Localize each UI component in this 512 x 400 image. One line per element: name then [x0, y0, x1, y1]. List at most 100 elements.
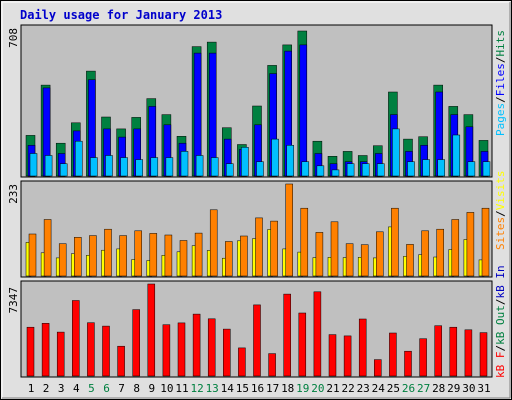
day-label: 5 — [88, 382, 95, 395]
bar-kb-f — [56, 331, 65, 377]
bar-pages — [180, 151, 189, 177]
bar-pages — [165, 157, 174, 177]
day-label: 20 — [311, 382, 324, 395]
bar-sites — [421, 230, 429, 277]
bar-sites — [209, 209, 218, 277]
day-label: 17 — [266, 382, 279, 395]
bar-pages — [407, 161, 415, 177]
bar-kb-f — [253, 304, 261, 377]
day-label: 31 — [477, 382, 490, 395]
day-label: 12 — [190, 382, 203, 395]
bar-kb-f — [207, 318, 216, 377]
bar-kb-f — [464, 329, 473, 377]
bar-files — [299, 44, 308, 177]
bars-layer — [25, 30, 491, 377]
day-label: 24 — [372, 382, 386, 395]
day-label: 23 — [357, 382, 370, 395]
day-label: 19 — [296, 382, 309, 395]
bar-kb-f — [374, 359, 382, 377]
bar-sites — [134, 230, 142, 277]
bar-sites — [285, 183, 293, 277]
day-label: 21 — [326, 382, 339, 395]
bar-pages — [361, 163, 370, 177]
day-label: 14 — [221, 382, 235, 395]
bar-sites — [376, 231, 384, 277]
day-label: 3 — [58, 382, 65, 395]
top-legend: Pages/Files/Hits — [494, 30, 507, 136]
bar-sites — [315, 232, 324, 277]
bar-sites — [149, 233, 158, 277]
bar-kb-f — [147, 283, 156, 377]
bar-pages — [286, 145, 294, 177]
bar-pages — [452, 134, 461, 177]
day-label: 28 — [432, 382, 445, 395]
bar-kb-f — [313, 291, 322, 377]
day-label: 9 — [148, 382, 155, 395]
bar-sites — [58, 243, 67, 277]
bar-kb-f — [419, 338, 427, 377]
bar-pages — [150, 157, 159, 177]
legend-sep-1: / — [494, 96, 507, 103]
bar-kb-f — [298, 312, 307, 377]
legend-sep-5: / — [494, 299, 507, 306]
bar-pages — [29, 153, 38, 177]
day-label: 26 — [402, 382, 415, 395]
bar-pages — [90, 157, 98, 177]
bar-kb-f — [132, 309, 140, 377]
day-label: 10 — [160, 382, 173, 395]
bar-kb-f — [404, 350, 412, 377]
bar-sites — [481, 207, 490, 277]
legend-files: Files — [494, 63, 507, 96]
middle-max-label: 233 — [7, 184, 20, 204]
bar-kb-f — [343, 335, 352, 377]
bar-pages — [346, 163, 355, 177]
middle-legend: Sites/Visits — [494, 171, 507, 251]
bar-kb-f — [102, 325, 110, 377]
bar-pages — [226, 163, 234, 177]
legend-kb-out: kB Out — [494, 305, 507, 345]
bar-sites — [360, 244, 369, 277]
bar-kb-f — [72, 300, 80, 377]
chart-title: Daily usage for January 2013 — [20, 8, 222, 22]
bottom-max-label: 7347 — [7, 287, 20, 314]
bar-pages — [59, 163, 68, 177]
bar-sites — [74, 237, 82, 277]
bar-kb-f — [479, 332, 488, 377]
bar-pages — [377, 163, 385, 177]
bar-pages — [75, 140, 83, 177]
bar-kb-f — [449, 326, 458, 377]
bar-kb-f — [177, 322, 186, 377]
bar-pages — [422, 159, 430, 177]
day-label: 2 — [43, 382, 50, 395]
bar-sites — [255, 217, 263, 277]
bar-pages — [105, 155, 113, 177]
day-label: 8 — [133, 382, 140, 395]
day-label: 22 — [341, 382, 354, 395]
legend-sep-4: / — [494, 345, 507, 352]
bar-pages — [467, 161, 476, 177]
bar-kb-f — [192, 313, 201, 377]
bar-sites — [270, 220, 278, 277]
bar-kb-f — [223, 328, 231, 377]
bar-pages — [331, 169, 340, 177]
bar-kb-f — [268, 353, 276, 377]
bar-kb-f — [389, 332, 397, 377]
bar-kb-f — [26, 326, 35, 377]
bar-pages — [271, 138, 279, 177]
legend-hits: Hits — [494, 30, 507, 57]
bar-sites — [345, 243, 354, 277]
day-label: 25 — [387, 382, 400, 395]
bar-pages — [195, 155, 204, 177]
bar-sites — [194, 232, 203, 277]
bar-sites — [164, 234, 173, 277]
day-label: 13 — [206, 382, 219, 395]
day-label: 16 — [251, 382, 264, 395]
bar-sites — [225, 241, 233, 277]
bar-sites — [330, 221, 339, 277]
legend-kb-in: kB In — [494, 265, 507, 298]
day-label: 7 — [118, 382, 125, 395]
legend-sep-2: / — [494, 57, 507, 64]
bar-kb-f — [41, 323, 50, 377]
bar-sites — [451, 219, 460, 277]
day-label: 27 — [417, 382, 430, 395]
